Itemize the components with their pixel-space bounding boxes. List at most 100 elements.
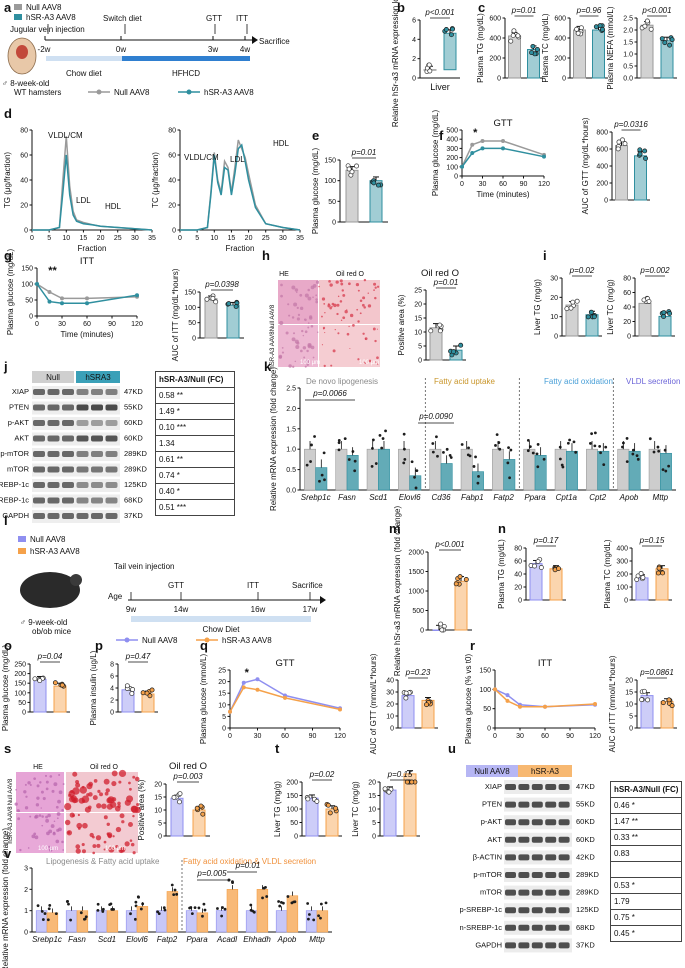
series-marker	[228, 709, 232, 714]
timeline-event-injection: Tail vein injection	[114, 562, 174, 571]
tissue-dot	[297, 313, 301, 317]
data-point	[261, 896, 264, 900]
series-marker	[255, 687, 260, 692]
blot-size-label: 289KD	[576, 888, 600, 897]
panel-letter-m: m	[389, 521, 401, 536]
data-point	[622, 141, 628, 147]
panel-letter-a: a	[4, 0, 12, 15]
p-value-label: p=0.02	[569, 266, 595, 275]
tissue-dot	[53, 782, 58, 787]
tissue-dot	[111, 770, 118, 777]
y-tick-label: 0	[418, 358, 422, 365]
tissue-dot	[92, 795, 98, 801]
y-tick-label: 100	[616, 585, 628, 592]
data-point	[262, 886, 266, 890]
data-point	[472, 465, 476, 468]
bar-mttp	[316, 910, 329, 933]
series-marker	[470, 142, 475, 147]
timeline-arrow	[252, 36, 258, 44]
tissue-dot	[40, 790, 44, 794]
y-tick-label: 200	[554, 56, 566, 63]
timepoint-label: 14w	[174, 605, 189, 614]
tissue-dot	[23, 790, 27, 794]
y-tick-label: 1	[24, 908, 28, 915]
tissue-dot	[39, 781, 42, 784]
x-tick-label: 35	[148, 235, 156, 242]
blot-band	[33, 482, 45, 488]
y-axis-title: Plasma glucose (mmol/L)	[199, 654, 208, 745]
y-tick-label: 2	[110, 698, 114, 705]
tissue-dot	[334, 328, 336, 331]
y-axis-title: Liver TC (mg/g)	[351, 781, 360, 837]
data-point	[371, 438, 375, 442]
y-tick-label: 100	[184, 305, 196, 312]
legend-swatch-sr	[14, 14, 22, 20]
data-point	[593, 444, 597, 448]
series-marker	[35, 282, 39, 286]
blot-band	[505, 924, 516, 931]
tissue-dot	[328, 280, 331, 283]
panel-letter-o: o	[4, 638, 12, 653]
gene-label-cpt2: Cpt2	[589, 493, 606, 502]
blot-band	[531, 784, 543, 790]
tissue-dot	[115, 845, 119, 849]
x-tick-label: 10	[62, 235, 70, 242]
data-point	[660, 570, 666, 576]
data-point	[281, 901, 285, 905]
data-point	[593, 431, 597, 435]
tissue-dot	[119, 813, 125, 819]
data-point	[322, 451, 326, 455]
data-point	[438, 621, 444, 627]
fc-table-cell: 0.53 *	[609, 877, 683, 894]
y-tick-label: 200	[489, 56, 501, 63]
x-axis-title: Liver	[430, 82, 450, 92]
data-point	[667, 464, 671, 468]
blot-band	[518, 872, 530, 878]
data-point	[591, 314, 597, 320]
y-tick-label: 0	[390, 726, 394, 733]
bar-null-aav8	[345, 169, 359, 223]
tissue-dot	[296, 306, 299, 310]
tissue-dot	[363, 306, 366, 309]
tissue-dot	[287, 303, 290, 306]
data-point	[96, 902, 100, 906]
data-point	[286, 895, 290, 898]
tissue-dot	[72, 814, 75, 817]
series-marker	[505, 698, 510, 703]
y-tick-label: 20	[386, 702, 394, 709]
blot-group-sr: hSRA3	[85, 373, 111, 382]
data-point	[590, 432, 594, 436]
panel-letter-i: i	[543, 248, 547, 263]
data-point	[631, 452, 635, 456]
tissue-dot	[36, 796, 40, 800]
data-point	[534, 46, 540, 52]
y-axis-title: Positive area (%)	[397, 294, 406, 355]
data-point	[495, 433, 499, 437]
blot-band	[105, 466, 118, 473]
blot-band	[558, 801, 570, 808]
fc-table-cell: 0.45 *	[609, 925, 683, 942]
blot-band	[105, 497, 118, 504]
y-tick-label: 400	[446, 137, 458, 144]
tissue-dot	[321, 297, 326, 301]
blot-band	[518, 924, 530, 931]
tissue-dot	[304, 293, 309, 298]
legend-sr: hSR-A3 AAV8	[26, 13, 76, 22]
data-point	[129, 691, 135, 696]
data-point	[79, 911, 83, 915]
y-tick-label: 6	[110, 674, 114, 681]
data-point	[659, 36, 665, 42]
data-point	[648, 26, 654, 32]
data-point	[437, 322, 443, 328]
bar-cpt2	[597, 450, 610, 491]
histology-col-oilred: Oil red O	[90, 764, 119, 771]
tissue-dot	[292, 365, 295, 368]
tissue-dot	[312, 284, 317, 288]
data-point	[83, 917, 87, 921]
data-point	[378, 433, 382, 437]
data-point	[532, 563, 537, 569]
data-point	[511, 28, 517, 34]
blot-band	[62, 466, 74, 473]
series-marker	[283, 695, 287, 700]
timepoint-label: 0w	[116, 45, 126, 54]
